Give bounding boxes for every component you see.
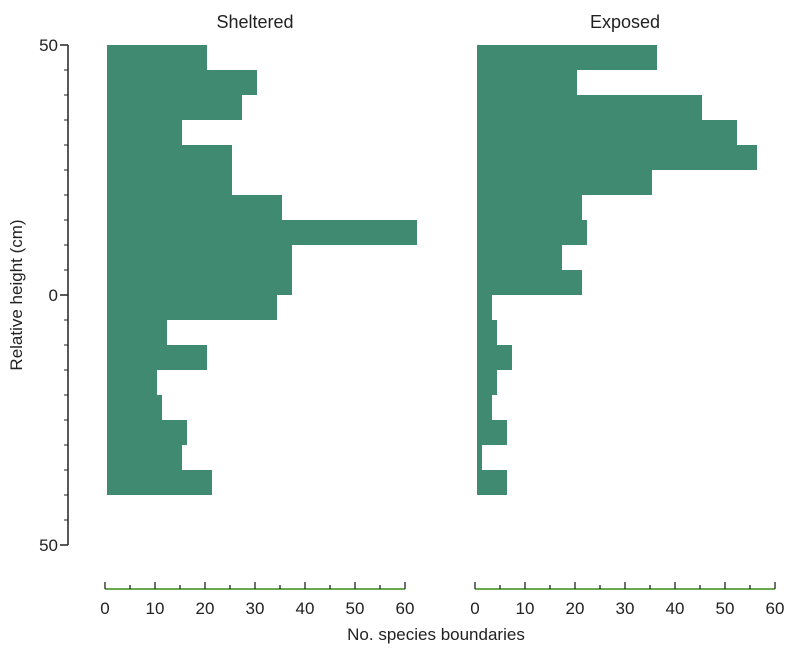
x-tick-label: 0 bbox=[100, 599, 109, 618]
bar bbox=[107, 370, 157, 395]
bar bbox=[107, 470, 212, 495]
bar bbox=[107, 270, 292, 295]
histogram-panels: Sheltered 0 10 20 30 40 50 60 Exposed 0 10 20 30 40 50… bbox=[100, 12, 784, 618]
x-tick-label: 60 bbox=[396, 599, 415, 618]
x-tick-label: 60 bbox=[766, 599, 785, 618]
x-tick-label: 30 bbox=[616, 599, 635, 618]
x-tick-label: 30 bbox=[246, 599, 265, 618]
bar bbox=[477, 295, 492, 320]
bar bbox=[107, 170, 232, 195]
x-tick-label: 20 bbox=[196, 599, 215, 618]
bar bbox=[477, 395, 492, 420]
bar bbox=[107, 445, 182, 470]
bar bbox=[107, 70, 257, 95]
bar bbox=[477, 170, 652, 195]
bar bbox=[477, 270, 582, 295]
x-axis: 0 10 20 30 40 50 60 bbox=[470, 582, 784, 618]
bar bbox=[107, 45, 207, 70]
bar bbox=[107, 220, 417, 245]
panel-title: Sheltered bbox=[216, 12, 293, 32]
y-tick-label: 0 bbox=[49, 286, 58, 305]
y-tick-label: 50 bbox=[39, 36, 58, 55]
y-axis: 50 0 50 bbox=[39, 36, 69, 555]
y-axis-title: Relative height (cm) bbox=[7, 219, 26, 370]
bar bbox=[107, 420, 187, 445]
bar bbox=[107, 320, 167, 345]
bar bbox=[107, 195, 282, 220]
bar bbox=[477, 95, 702, 120]
bar bbox=[477, 320, 497, 345]
bar bbox=[107, 145, 232, 170]
x-tick-label: 20 bbox=[566, 599, 585, 618]
panel-title: Exposed bbox=[590, 12, 660, 32]
panel-exposed: Exposed 0 10 20 30 40 50 60 bbox=[470, 12, 784, 618]
bar bbox=[477, 220, 587, 245]
x-tick-label: 0 bbox=[470, 599, 479, 618]
bar-group bbox=[107, 45, 417, 495]
y-tick-label: 50 bbox=[39, 536, 58, 555]
x-axis: 0 10 20 30 40 50 60 bbox=[100, 582, 414, 618]
bar bbox=[107, 395, 162, 420]
bar bbox=[477, 195, 582, 220]
bar bbox=[477, 145, 757, 170]
x-axis-title: No. species boundaries bbox=[347, 625, 525, 644]
x-tick-label: 40 bbox=[666, 599, 685, 618]
x-tick-label: 10 bbox=[516, 599, 535, 618]
bar bbox=[107, 295, 277, 320]
x-tick-label: 10 bbox=[146, 599, 165, 618]
bar bbox=[107, 95, 242, 120]
bar bbox=[477, 470, 507, 495]
bar bbox=[107, 345, 207, 370]
bar bbox=[477, 120, 737, 145]
x-tick-label: 40 bbox=[296, 599, 315, 618]
bar bbox=[107, 245, 292, 270]
bar bbox=[477, 45, 657, 70]
bar bbox=[477, 445, 482, 470]
bar bbox=[477, 370, 497, 395]
bar bbox=[477, 420, 507, 445]
x-tick-label: 50 bbox=[716, 599, 735, 618]
bar bbox=[477, 70, 577, 95]
bar-group bbox=[477, 45, 757, 495]
bar bbox=[477, 345, 512, 370]
bar bbox=[107, 120, 182, 145]
bar bbox=[477, 245, 562, 270]
x-tick-label: 50 bbox=[346, 599, 365, 618]
panel-sheltered: Sheltered 0 10 20 30 40 50 60 bbox=[100, 12, 417, 618]
